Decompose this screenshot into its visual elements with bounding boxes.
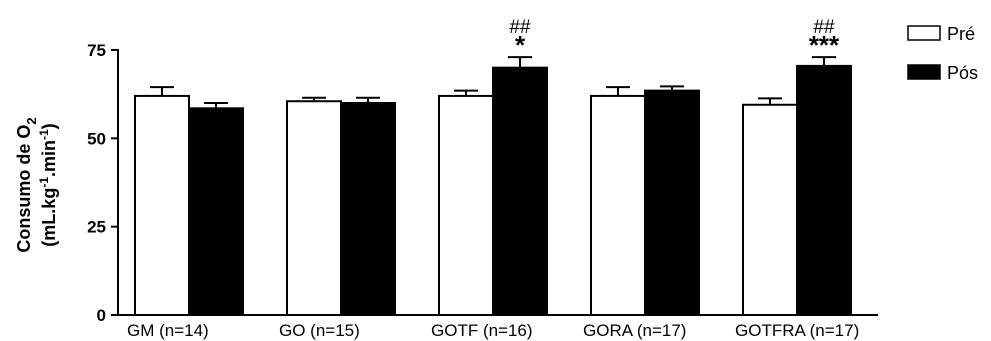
y-tick-label: 0 xyxy=(97,306,106,325)
x-category-label: GOTF (n=16) xyxy=(431,321,533,340)
bar-pre xyxy=(590,94,646,316)
legend-label-pre: Pré xyxy=(947,24,975,44)
significance-hash: ## xyxy=(813,17,835,38)
x-category-label: GM (n=14) xyxy=(127,321,209,340)
bar-pos xyxy=(188,107,244,316)
y-tick-label: 50 xyxy=(87,129,106,148)
y-axis-label-exponent-1: -1 xyxy=(37,177,51,188)
plot-area: 0 25 50 75 GM (n=14) GO (n=15) GOTF (n=16) GORA… xyxy=(87,17,978,340)
legend-swatch-pre xyxy=(907,25,941,41)
bar-pre xyxy=(742,103,798,317)
y-tick-label: 75 xyxy=(87,41,106,60)
y-axis-label-line1: Consumo de O xyxy=(14,125,34,253)
bar-pos xyxy=(492,66,548,316)
y-tick-label: 25 xyxy=(87,218,106,237)
y-axis-label-close: ) xyxy=(39,123,59,129)
bar-pos xyxy=(796,64,852,317)
x-category-label: GOTFRA (n=17) xyxy=(735,321,859,340)
svg-text:Consumo de O2: Consumo de O2 xyxy=(14,117,39,252)
y-axis-label-exponent-2: -1 xyxy=(37,129,51,140)
bar-pre xyxy=(134,94,190,316)
bar-pos xyxy=(340,102,396,316)
significance-hash: ## xyxy=(509,17,531,38)
x-category-label: GORA (n=17) xyxy=(583,321,686,340)
bar-pos xyxy=(644,89,700,316)
y-axis-label-subscript: 2 xyxy=(24,117,39,124)
y-axis-label: Consumo de O2 (mL.kg-1.min-1) xyxy=(14,117,59,252)
legend-swatch-pos xyxy=(907,64,941,80)
bar-pre xyxy=(438,94,494,316)
y-axis-label-line2: (mL.kg xyxy=(39,188,59,247)
y-axis-label-min: .min xyxy=(39,140,59,177)
svg-text:(mL.kg-1.min-1): (mL.kg-1.min-1) xyxy=(37,123,59,246)
x-category-label: GO (n=15) xyxy=(279,321,360,340)
significance-stars: * xyxy=(515,30,526,60)
legend-label-pos: Pós xyxy=(947,63,978,83)
significance-stars: *** xyxy=(809,30,840,60)
bar-pre xyxy=(286,100,342,316)
